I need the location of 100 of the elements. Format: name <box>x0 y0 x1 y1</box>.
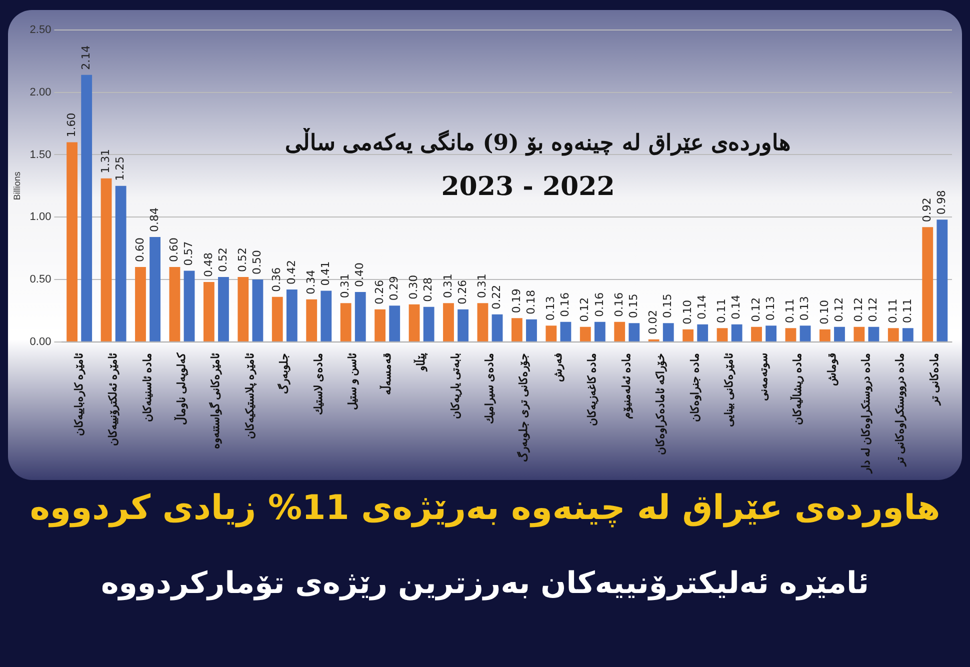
x-tick-label: فەرش <box>552 352 564 382</box>
text: هاوردەی عێراق لە چینەوە بۆ (9) مانگی یەکەمی ساڵی <box>284 128 792 156</box>
data-label: 0.50 <box>250 250 264 274</box>
data-label: 0.40 <box>353 262 366 287</box>
x-tick-label: مادە کاغەزیەکان <box>586 352 599 426</box>
bar <box>662 323 674 342</box>
bar <box>492 314 503 342</box>
x-tick-label: مادە جنراوەکان <box>689 352 702 422</box>
bar <box>100 178 112 342</box>
text: ئامێرە ئەلیکترۆنییەکان بەرزترین رێژەی تۆمارکردووە <box>100 566 870 601</box>
data-label: 0.31 <box>441 274 454 298</box>
bar <box>785 328 796 342</box>
bar <box>922 227 934 342</box>
bar <box>526 319 537 342</box>
data-label: 0.13 <box>544 296 558 321</box>
bar <box>354 292 366 342</box>
data-label: 0.22 <box>490 284 504 310</box>
bar <box>854 326 865 342</box>
data-label: 1.25 <box>114 156 127 181</box>
data-label: 0.28 <box>422 277 435 302</box>
data-label: 0.26 <box>372 280 386 304</box>
y-tick-label: 2.50 <box>30 24 52 36</box>
data-label: 0.02 <box>646 310 660 334</box>
data-label: 0.14 <box>695 294 708 320</box>
x-tick-label: مادەی لاستیك <box>312 352 325 415</box>
y-tick-label: 0.50 <box>30 273 52 286</box>
data-label: 0.84 <box>148 208 161 232</box>
bar <box>320 290 332 342</box>
x-tick-label: سوتەمەنی <box>758 352 770 401</box>
bar <box>272 296 283 342</box>
bar <box>238 276 249 342</box>
data-label: 0.48 <box>202 252 215 277</box>
data-label: 0.92 <box>920 198 934 222</box>
x-tick-label: مادەکانی تر <box>928 352 941 406</box>
x-tick-label: ئامێرە ئەلکترۆنییەکان <box>108 352 120 446</box>
data-label: 2.14 <box>79 45 92 70</box>
data-label: 0.16 <box>592 292 606 317</box>
data-label: 0.14 <box>730 294 743 320</box>
bar <box>286 289 298 342</box>
bar <box>834 326 845 342</box>
bar <box>374 309 386 342</box>
data-label: 0.12 <box>866 297 880 322</box>
data-label: 0.11 <box>715 298 728 324</box>
bar <box>731 324 742 342</box>
bar <box>389 306 400 342</box>
bar <box>306 299 318 342</box>
bar <box>423 306 434 342</box>
bar <box>218 276 229 342</box>
x-tick-label: مادە ئاسنینەکان <box>142 352 154 422</box>
bar <box>135 266 146 342</box>
x-tick-label: ئامێرەکانی گواستنەوە <box>208 352 222 449</box>
data-label: 0.19 <box>510 288 523 314</box>
bar <box>888 328 899 342</box>
data-label: 0.26 <box>456 280 469 304</box>
bar <box>115 186 126 342</box>
bar <box>184 270 195 342</box>
bar <box>81 74 92 342</box>
data-label: 0.52 <box>216 247 230 272</box>
data-label: 0.10 <box>680 300 694 324</box>
data-label: 0.57 <box>182 241 196 266</box>
data-label: 0.29 <box>387 276 400 301</box>
x-tick-label: کەلوپەلی ناوماڵ <box>174 352 188 425</box>
bar <box>716 328 728 342</box>
data-label: 0.11 <box>784 298 797 324</box>
bar <box>902 328 914 342</box>
data-label: 0.12 <box>749 297 762 322</box>
data-label: 1.31 <box>99 148 112 174</box>
data-label: 0.12 <box>578 297 592 322</box>
data-label: 0.12 <box>852 297 866 322</box>
bar <box>458 309 468 342</box>
data-label: 0.60 <box>133 237 146 262</box>
bar <box>936 220 948 342</box>
data-label: 1.60 <box>64 112 78 138</box>
bar <box>169 266 180 342</box>
text: هاوردەی عێراق لە چینەوە بەرێژەی 11% زیادی کردووە <box>28 488 942 528</box>
bar <box>580 326 591 342</box>
x-tick-label: ئامێرەکانی بینایی <box>724 352 736 427</box>
bar <box>751 326 762 342</box>
x-tick-label: مادە درووستکراوەکانی تر <box>894 352 907 467</box>
x-tick-label: قوماش <box>826 352 838 386</box>
x-tick-label: مادە ریشاڵیەکان <box>790 352 804 425</box>
data-label: 0.12 <box>832 297 846 322</box>
bar <box>697 324 708 342</box>
bar <box>819 329 830 342</box>
data-label: 0.42 <box>284 260 298 284</box>
bar <box>682 329 694 342</box>
data-label: 0.15 <box>661 294 674 318</box>
data-label: 0.13 <box>798 296 812 321</box>
data-label: 0.60 <box>168 237 181 262</box>
bar <box>614 322 626 342</box>
data-label: 0.41 <box>319 261 332 286</box>
bar <box>408 304 420 342</box>
x-tick-label: جۆرەکانی تری جلوبەرگ <box>516 352 530 462</box>
data-label: 0.98 <box>935 190 948 215</box>
bar <box>766 326 776 342</box>
data-label: 0.31 <box>476 274 489 298</box>
bar <box>546 326 557 342</box>
bar <box>868 326 880 342</box>
bar <box>800 326 811 342</box>
bar <box>66 142 78 342</box>
